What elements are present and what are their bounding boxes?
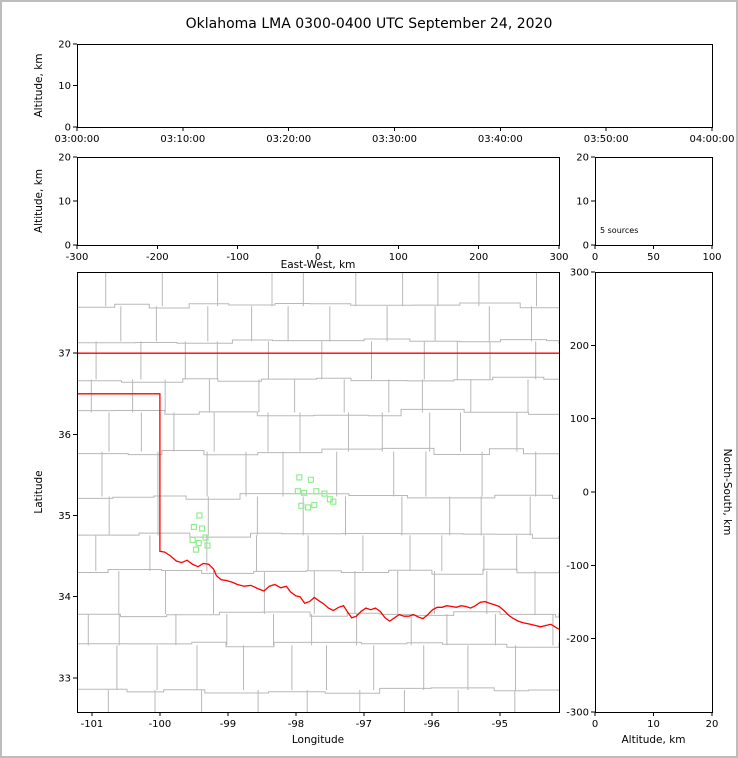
x-tick-label: -95 <box>492 719 508 730</box>
x-tick-label: -200 <box>146 252 169 263</box>
x-tick-label: -99 <box>220 719 236 730</box>
panel-frame-ns-height <box>595 272 713 713</box>
y-tick-label: 200 <box>570 341 589 352</box>
y-tick-label: 0 <box>583 241 589 252</box>
county-boundary-line <box>77 302 559 309</box>
lma-source-point <box>311 501 318 509</box>
y-tick-label: 10 <box>576 197 589 208</box>
figure-title: Oklahoma LMA 0300-0400 UTC September 24,… <box>186 16 553 32</box>
y-tick-label: 35 <box>58 511 71 522</box>
lma-source-point <box>204 542 211 549</box>
lma-source-point <box>301 489 308 496</box>
x-tick-label: 100 <box>702 252 721 263</box>
x-tick-label: -96 <box>424 719 440 730</box>
lma-source-point <box>196 512 203 519</box>
county-boundary-line <box>77 447 559 456</box>
y-tick-label: 36 <box>58 430 71 441</box>
x-tick-label: -97 <box>356 719 372 730</box>
y-tick-label: 10 <box>58 197 71 208</box>
x-tick-label: 03:20:00 <box>266 134 311 145</box>
y-tick-label: 100 <box>570 414 589 425</box>
x-tick-label: -101 <box>81 719 104 730</box>
y-tick-label: 33 <box>58 673 71 684</box>
x-tick-label: -100 <box>226 252 249 263</box>
lma-source-point <box>195 539 202 547</box>
x-tick-label: 03:00:00 <box>55 134 100 145</box>
axis-label-north-south: North-South, km <box>721 449 733 536</box>
y-tick-label: 20 <box>576 153 589 164</box>
county-boundary-line <box>77 568 559 575</box>
lma-source-point <box>296 474 303 481</box>
axis-label-east-west: East-West, km <box>281 259 356 271</box>
lma-source-point <box>321 490 328 497</box>
x-tick-label: 0 <box>592 252 598 263</box>
panel-frame-time-height <box>77 44 713 128</box>
axis-label-altitude-ns-panel: Altitude, km <box>621 734 685 746</box>
oklahoma-state-border <box>77 393 559 630</box>
y-tick-label: -100 <box>566 561 589 572</box>
county-boundary-line <box>77 611 559 618</box>
x-tick-label: -300 <box>66 252 89 263</box>
axis-label-altitude-ew-panel: Altitude, km <box>33 169 45 233</box>
county-boundary-line <box>77 493 559 500</box>
x-tick-label: -98 <box>288 719 304 730</box>
x-tick-label: 0 <box>315 252 321 263</box>
y-tick-label: 20 <box>58 153 71 164</box>
axes-layer: 03:00:00 03:10:00 03:20:00 03:30:00 03:40:00… <box>55 40 735 731</box>
source-count-annotation: 5 sources <box>600 226 638 235</box>
x-tick-label: 50 <box>647 252 660 263</box>
lma-source-point <box>298 502 305 509</box>
x-tick-label: 0 <box>592 719 598 730</box>
y-tick-label: 20 <box>58 40 71 51</box>
x-tick-label: 04:00:00 <box>690 134 735 145</box>
lma-source-point <box>294 488 301 495</box>
county-boundary-line <box>77 376 559 383</box>
y-tick-label: 300 <box>570 268 589 279</box>
x-tick-label: 03:50:00 <box>584 134 629 145</box>
lma-source-point <box>189 536 196 544</box>
x-tick-label: 20 <box>706 719 719 730</box>
y-tick-label: 0 <box>583 488 589 499</box>
lma-source-point <box>313 488 320 495</box>
lma-source-point <box>330 498 337 505</box>
x-tick-label: 03:30:00 <box>372 134 417 145</box>
county-boundary-line <box>77 338 559 344</box>
y-tick-label: -200 <box>566 634 589 645</box>
x-tick-label: 03:10:00 <box>160 134 205 145</box>
lma-source-point <box>190 523 197 531</box>
x-tick-label: 100 <box>389 252 408 263</box>
axis-label-latitude: Latitude <box>33 470 45 513</box>
lma-source-point <box>192 546 200 553</box>
lma-source-point <box>199 525 206 532</box>
x-tick-label: 300 <box>549 252 568 263</box>
y-tick-label: -300 <box>566 708 589 719</box>
y-tick-label: 0 <box>65 241 71 252</box>
panel-frame-plan-view <box>77 272 560 713</box>
x-tick-label: 200 <box>469 252 488 263</box>
lma-source-point <box>305 504 312 511</box>
panel-frame-ew-height <box>77 157 560 246</box>
county-boundary-line <box>77 408 559 417</box>
lma-source-point <box>202 534 209 541</box>
axis-label-longitude: Longitude <box>292 734 344 746</box>
county-boundary-line <box>77 532 559 539</box>
y-tick-label: 0 <box>65 123 71 134</box>
county-boundary-line <box>77 687 559 694</box>
y-tick-label: 10 <box>58 81 71 92</box>
plan-view-map-layer <box>77 272 559 712</box>
y-tick-label: 37 <box>58 349 71 360</box>
lma-source-point <box>307 476 314 483</box>
y-tick-label: 34 <box>58 592 71 603</box>
county-boundary-line <box>77 641 559 648</box>
axis-label-altitude-time-panel: Altitude, km <box>33 53 45 117</box>
x-tick-label: 03:40:00 <box>478 134 523 145</box>
x-tick-label: -100 <box>149 719 172 730</box>
x-tick-label: 10 <box>647 719 660 730</box>
